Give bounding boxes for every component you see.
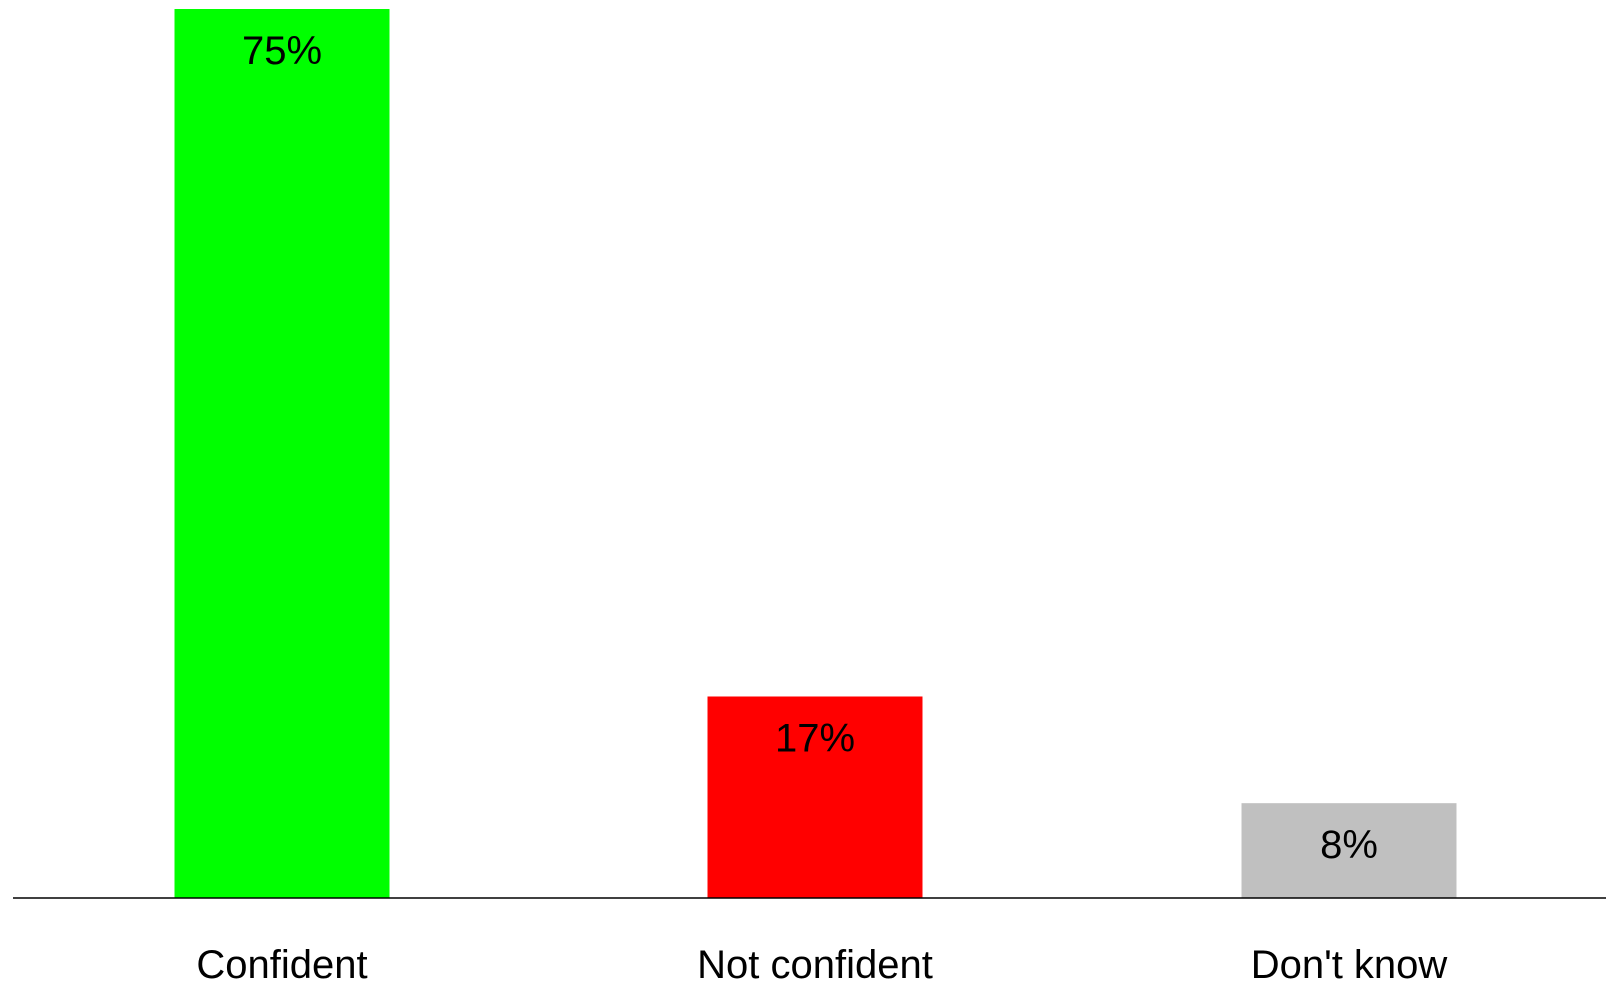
data-label: 17% (775, 716, 855, 760)
data-label: 75% (242, 29, 322, 73)
bar-not-confident (707, 696, 923, 898)
bar-don-t-know (1241, 803, 1457, 898)
category-tick-label: Not confident (697, 943, 933, 987)
category-tick-label: Confident (196, 943, 367, 987)
bar-confident (174, 9, 390, 898)
bars-group (174, 9, 1457, 898)
category-labels-group: Confident Not confident Don't know (196, 943, 1447, 987)
value-labels-group: 75% 17% 8% (242, 29, 1378, 867)
category-tick-label: Don't know (1251, 943, 1448, 987)
data-label: 8% (1320, 823, 1378, 867)
